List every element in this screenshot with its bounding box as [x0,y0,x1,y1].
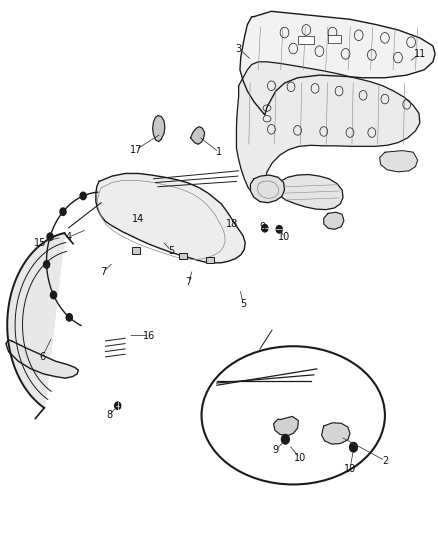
Text: 14: 14 [132,214,145,224]
Polygon shape [152,116,165,142]
Circle shape [262,224,268,232]
Text: 10: 10 [279,232,291,243]
Text: 1: 1 [216,147,222,157]
Text: 3: 3 [236,44,242,53]
Bar [206,257,214,263]
Polygon shape [251,175,285,203]
Text: 10: 10 [293,453,306,463]
Circle shape [66,313,72,321]
Text: 7: 7 [185,278,191,287]
Text: 11: 11 [414,49,426,59]
Text: 16: 16 [143,330,155,341]
Polygon shape [237,62,420,197]
Text: 8: 8 [106,410,112,421]
Circle shape [47,233,53,240]
Polygon shape [7,233,64,408]
Circle shape [80,192,86,200]
Text: 5: 5 [168,246,174,255]
Circle shape [276,225,283,233]
Text: 17: 17 [130,144,142,155]
Polygon shape [6,340,78,378]
Circle shape [350,442,357,452]
Text: 9: 9 [273,445,279,455]
Text: 15: 15 [34,238,46,247]
Polygon shape [321,423,350,444]
Bar [179,253,187,259]
Text: 4: 4 [65,232,71,243]
Text: 6: 6 [39,352,45,362]
Bar [328,35,341,43]
Circle shape [50,292,57,298]
Bar [297,36,314,44]
Circle shape [282,434,289,444]
Circle shape [115,402,121,409]
Polygon shape [274,416,298,435]
Polygon shape [191,127,205,144]
Polygon shape [324,212,344,229]
Circle shape [43,261,49,268]
Polygon shape [277,174,343,209]
Polygon shape [240,11,435,115]
Polygon shape [96,173,245,263]
Circle shape [60,208,66,215]
Text: 2: 2 [382,456,388,465]
Bar [132,247,140,254]
Text: 18: 18 [226,219,238,229]
Polygon shape [380,151,418,172]
Text: 10: 10 [344,464,356,473]
Ellipse shape [204,349,383,482]
Text: 5: 5 [240,298,246,309]
Text: 7: 7 [100,267,106,277]
Text: 9: 9 [260,222,266,232]
